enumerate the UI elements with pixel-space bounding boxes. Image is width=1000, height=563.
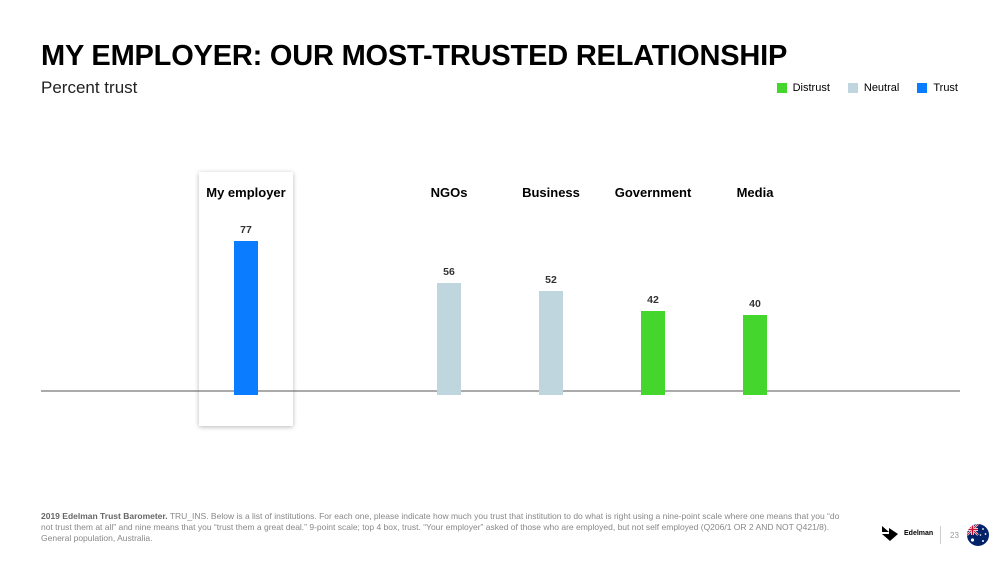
brand-logo: Edelman xyxy=(880,524,933,542)
bar-media xyxy=(743,315,767,395)
footnote: 2019 Edelman Trust Barometer. TRU_INS. B… xyxy=(41,511,846,544)
legend-item-distrust: Distrust xyxy=(776,82,830,94)
value-label-government: 42 xyxy=(647,294,659,306)
bar-ngos xyxy=(437,283,461,395)
value-label-ngos: 56 xyxy=(443,266,455,278)
value-label-media: 40 xyxy=(749,298,761,310)
chart-legend: Distrust Neutral Trust xyxy=(776,82,958,94)
category-label-business: Business xyxy=(522,185,580,200)
australia-flag-icon xyxy=(967,524,989,546)
category-label-my-employer: My employer xyxy=(206,185,285,200)
legend-swatch-distrust xyxy=(776,83,787,93)
bar-chart: 77 My employer 56 NGOs 52 Business 42 Governmen… xyxy=(41,172,960,426)
bar-my-employer xyxy=(234,241,258,395)
category-label-government: Government xyxy=(615,185,692,200)
legend-swatch-trust xyxy=(917,83,928,93)
legend-item-trust: Trust xyxy=(917,82,958,94)
brand-name: Edelman xyxy=(904,529,934,537)
legend-label-trust: Trust xyxy=(933,82,958,94)
legend-label-distrust: Distrust xyxy=(792,82,830,94)
page-number: 23 xyxy=(950,531,959,540)
legend-swatch-neutral xyxy=(847,83,858,93)
page-subtitle: Percent trust xyxy=(41,78,138,97)
category-label-ngos: NGOs xyxy=(431,185,468,200)
bar-business xyxy=(539,291,563,395)
edelman-logo-icon xyxy=(882,526,898,541)
category-label-media: Media xyxy=(737,185,775,200)
footnote-text: TRU_INS. Below is a list of institutions… xyxy=(41,511,840,543)
value-label-business: 52 xyxy=(545,274,557,286)
value-label-my-employer: 77 xyxy=(240,224,252,236)
page-title: MY EMPLOYER: OUR MOST-TRUSTED RELATIONSH… xyxy=(41,40,788,72)
legend-label-neutral: Neutral xyxy=(863,82,900,94)
legend-item-neutral: Neutral xyxy=(847,82,900,94)
footnote-source: 2019 Edelman Trust Barometer. xyxy=(41,511,168,521)
brand-divider xyxy=(940,526,941,544)
bar-government xyxy=(641,311,665,395)
